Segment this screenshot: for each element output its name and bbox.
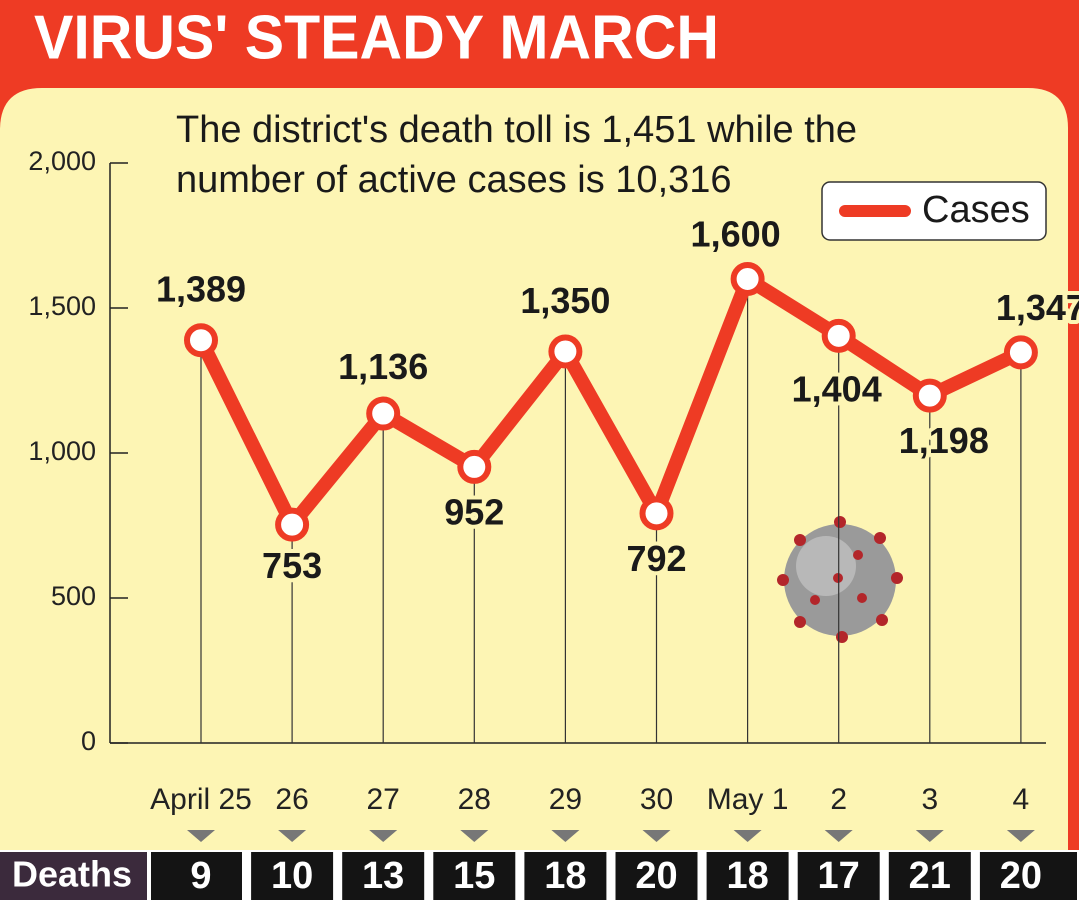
value-label: 1,136 [338,346,428,387]
point [366,396,401,431]
value-label: 1,404 [792,368,882,409]
deaths-cell [706,852,789,900]
pointer [278,830,307,842]
pointer [551,830,580,842]
y-tick-label: 1,500 [28,291,96,321]
point [275,507,310,542]
deaths-cell [979,852,1077,900]
point [184,323,218,358]
value-label: 1,389 [156,269,246,310]
pointer [1006,830,1035,842]
point [639,496,674,531]
deaths-cell [797,852,880,900]
pointer [187,830,215,842]
pointer [642,830,671,842]
deaths-cell [342,852,425,900]
subtitle: The district's death toll is 1,451 while… [176,109,857,151]
deaths-cell [151,852,242,900]
value-label: 1,350 [520,280,610,321]
x-tick-label: 2 [830,783,847,816]
value-label: 1,600 [691,214,781,255]
value-label: 753 [262,545,322,586]
pointer [733,830,762,842]
deaths-value: 21 [909,855,951,897]
x-tick-label: May 1 [707,783,789,816]
deaths-value: 20 [635,855,677,897]
deaths-header: Deaths [12,854,132,895]
point [912,378,947,413]
pointer [460,830,489,842]
deaths-value: 17 [818,855,860,897]
deaths-value: 18 [544,855,586,897]
deaths-value: 20 [1000,855,1042,897]
deaths-cell [433,852,516,900]
y-tick-label: 0 [81,726,96,756]
point [548,334,583,369]
deaths-cell [615,852,698,900]
deaths-value: 10 [271,855,313,897]
subtitle: number of active cases is 10,316 [176,159,732,201]
chart-title: VIRUS' STEADY MARCH [34,3,719,72]
deaths-cell [524,852,607,900]
x-tick-label: 4 [1013,783,1030,816]
value-label: 792 [626,538,686,579]
deaths-cell [251,852,334,900]
panel [0,88,1068,850]
deaths-value: 18 [726,855,768,897]
pointer [824,830,853,842]
series-line [194,272,1024,532]
point [730,262,765,296]
x-tick-label: 26 [275,783,308,816]
point [821,318,856,353]
pointer [369,830,398,842]
y-tick-label: 2,000 [28,146,96,176]
deaths-cell [888,852,971,900]
deaths-value: 9 [190,855,211,897]
x-tick-label: April 25 [150,783,252,816]
value-label: 1,198 [899,420,989,461]
x-tick-label: 27 [367,783,400,816]
x-tick-label: 28 [458,783,491,816]
x-tick-label: 3 [921,783,938,816]
deaths-value: 15 [453,855,495,897]
value-label: 1,347 [996,287,1079,328]
x-tick-label: 30 [640,783,673,816]
y-tick-label: 500 [51,581,96,611]
point [457,449,492,484]
deaths-header-bg [0,852,147,900]
point [1003,335,1038,370]
y-tick-label: 1,000 [28,436,96,466]
virus-icon [777,516,903,643]
deaths-value: 13 [362,855,404,897]
value-label: 952 [444,491,504,532]
legend-box [821,181,1047,241]
legend-label: Cases [922,189,1030,231]
x-tick-label: 29 [549,783,582,816]
pointer [915,830,944,842]
